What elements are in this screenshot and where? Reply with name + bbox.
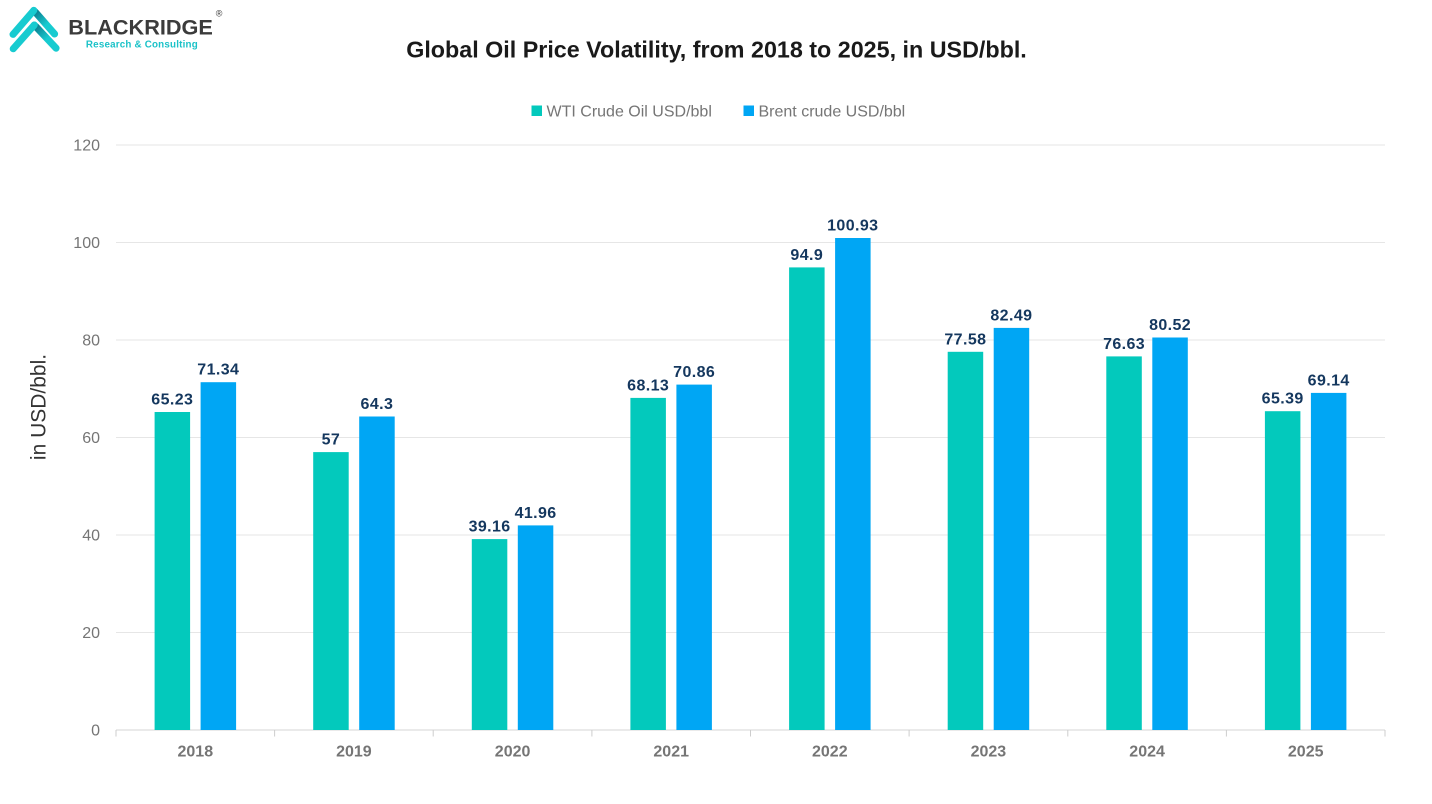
- svg-text:76.63: 76.63: [1103, 336, 1145, 353]
- svg-text:2024: 2024: [1129, 744, 1165, 761]
- svg-text:20: 20: [82, 625, 100, 642]
- svg-text:100: 100: [73, 235, 100, 252]
- svg-text:Research & Consulting: Research & Consulting: [86, 39, 198, 50]
- svg-text:100.93: 100.93: [827, 218, 878, 235]
- svg-text:65.39: 65.39: [1262, 391, 1304, 408]
- svg-text:2020: 2020: [495, 744, 531, 761]
- svg-text:Brent crude USD/bbl: Brent crude USD/bbl: [759, 104, 906, 121]
- svg-text:WTI Crude Oil USD/bbl: WTI Crude Oil USD/bbl: [547, 104, 712, 121]
- svg-text:40: 40: [82, 528, 100, 545]
- svg-text:120: 120: [73, 138, 100, 155]
- svg-text:2025: 2025: [1288, 744, 1324, 761]
- svg-text:41.96: 41.96: [515, 505, 557, 522]
- svg-text:39.16: 39.16: [469, 519, 511, 536]
- svg-text:®: ®: [216, 9, 223, 19]
- svg-text:94.9: 94.9: [790, 247, 823, 264]
- svg-text:68.13: 68.13: [627, 377, 669, 394]
- svg-text:65.23: 65.23: [151, 392, 193, 409]
- svg-text:71.34: 71.34: [197, 362, 239, 379]
- svg-text:57: 57: [322, 432, 341, 449]
- svg-text:2022: 2022: [812, 744, 848, 761]
- svg-text:60: 60: [82, 430, 100, 447]
- svg-text:64.3: 64.3: [361, 396, 394, 413]
- svg-text:80: 80: [82, 333, 100, 350]
- svg-text:77.58: 77.58: [944, 331, 986, 348]
- svg-text:80.52: 80.52: [1149, 317, 1191, 334]
- svg-text:Global Oil Price Volatility, f: Global Oil Price Volatility, from 2018 t…: [406, 37, 1027, 63]
- svg-text:69.14: 69.14: [1308, 372, 1350, 389]
- svg-text:2023: 2023: [971, 744, 1007, 761]
- svg-text:2019: 2019: [336, 744, 372, 761]
- svg-text:in USD/bbl.: in USD/bbl.: [27, 354, 50, 460]
- svg-text:2018: 2018: [178, 744, 214, 761]
- svg-text:70.86: 70.86: [673, 364, 715, 381]
- svg-text:BLACKRIDGE: BLACKRIDGE: [68, 15, 213, 40]
- svg-text:0: 0: [91, 723, 100, 740]
- svg-text:2021: 2021: [653, 744, 689, 761]
- svg-text:82.49: 82.49: [990, 307, 1032, 324]
